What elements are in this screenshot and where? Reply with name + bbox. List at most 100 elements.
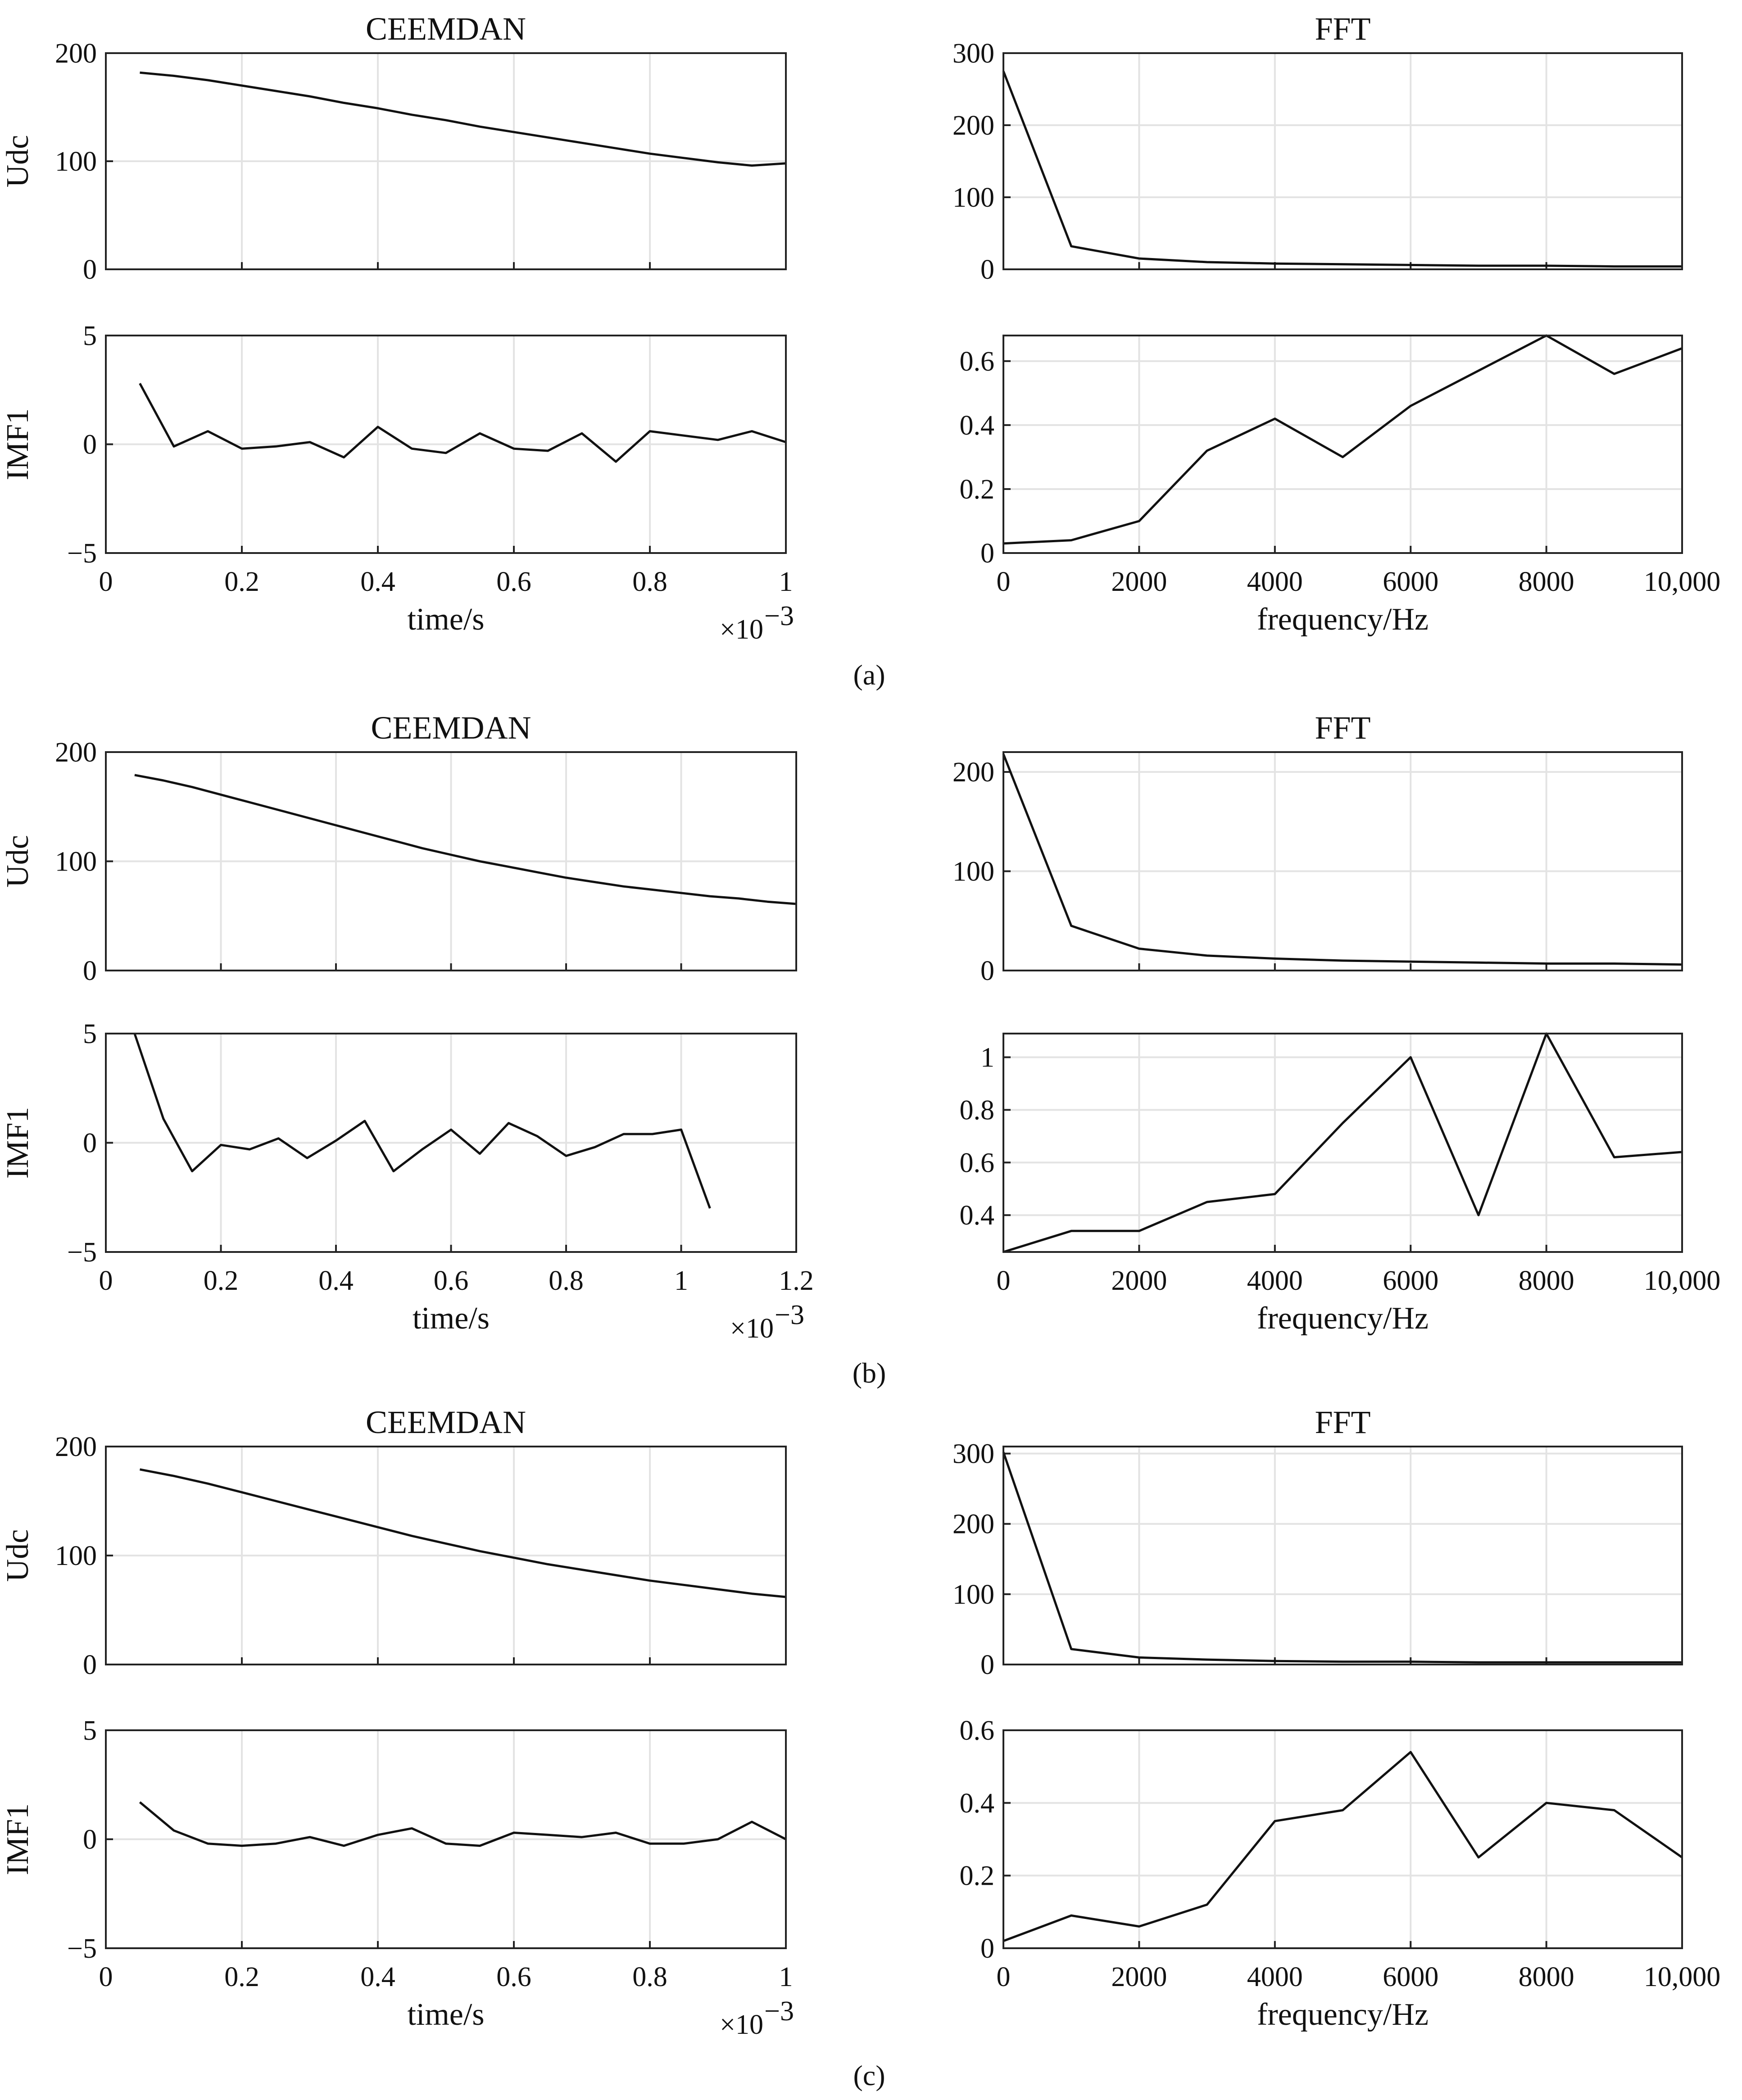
panel-c-fft-imf1: 0 0.2 0.4 0.6 0 2000 4000 6000 8000 10,000 frequen… [960, 1715, 1721, 2032]
x-tick-label: 10,000 [1644, 1265, 1721, 1296]
y-tick-label: 0.2 [960, 1861, 995, 1891]
y-tick-label: 200 [953, 757, 994, 788]
x-axis-multiplier: ×10 [730, 1313, 774, 1344]
x-axis-label: frequency/Hz [1257, 1301, 1429, 1336]
y-tick-label: −5 [67, 1933, 97, 1964]
panel-b-fft-udc: 0 100 200 FFT [953, 710, 1683, 986]
y-tick-label: 200 [55, 737, 97, 768]
y-tick-label: 0 [83, 1824, 97, 1855]
panel-title: FFT [1315, 710, 1370, 746]
plot-frame [1003, 1033, 1683, 1253]
caption-a: (a) [853, 659, 885, 691]
x-tick-label: 1.2 [779, 1265, 814, 1296]
x-tick-label: 1 [779, 567, 793, 597]
y-tick-label: 300 [953, 38, 994, 69]
x-axis-label: time/s [407, 602, 484, 637]
y-tick-label: 0 [980, 1933, 994, 1964]
panel-c-ceemdan-udc: 0 100 200 CEEMDAN Udc [0, 1404, 787, 1680]
x-tick-label: 0.4 [360, 567, 395, 597]
x-tick-label: 0 [997, 567, 1011, 597]
plot-frame [1003, 52, 1683, 270]
y-tick-label: 0.4 [960, 410, 995, 441]
x-axis-multiplier-exponent: −3 [764, 601, 794, 631]
x-axis-multiplier-exponent: −3 [775, 1300, 804, 1330]
series-line [139, 383, 786, 463]
x-axis-label: time/s [407, 1997, 484, 2032]
x-tick-label: 8000 [1519, 1962, 1574, 1992]
plot-frame [105, 1446, 787, 1665]
y-tick-label: 5 [83, 1019, 97, 1049]
y-tick-label: 0 [980, 538, 994, 569]
series-line [134, 774, 797, 905]
x-tick-label: 0.4 [318, 1265, 354, 1296]
x-tick-label: 0 [99, 567, 113, 597]
y-tick-label: 200 [953, 110, 994, 141]
x-tick-label: 6000 [1383, 567, 1438, 597]
x-tick-label: 8000 [1519, 567, 1574, 597]
x-tick-label: 10,000 [1644, 567, 1721, 597]
x-tick-label: 1 [779, 1962, 793, 1992]
y-tick-label: 200 [953, 1509, 994, 1540]
series-line [140, 71, 786, 167]
series-line [133, 1033, 711, 1209]
y-tick-label: 0.6 [960, 1148, 995, 1178]
plot-frame [105, 1033, 797, 1253]
series-line [1002, 71, 1682, 268]
x-axis-multiplier: ×10 [720, 614, 763, 645]
y-tick-label: 100 [55, 1541, 97, 1571]
panel-b-fft-imf1: 0.4 0.6 0.8 1 0 2000 4000 6000 8000 10,000 frequen… [960, 1032, 1721, 1336]
series-line [140, 1468, 786, 1598]
x-tick-label: 0.2 [224, 1962, 259, 1992]
series-line [1003, 1751, 1683, 1942]
x-axis-label: frequency/Hz [1257, 1997, 1429, 2032]
y-axis-label: IMF1 [0, 1803, 35, 1875]
panel-title: CEEMDAN [366, 1404, 526, 1440]
x-tick-label: 0 [997, 1265, 1011, 1296]
plot-frame [1003, 1446, 1683, 1665]
y-tick-label: 1 [980, 1043, 994, 1073]
x-tick-label: 0.8 [549, 1265, 584, 1296]
x-tick-label: 0.2 [204, 1265, 239, 1296]
y-tick-label: 200 [55, 1432, 97, 1462]
y-tick-label: 0 [980, 1650, 994, 1680]
x-tick-label: 4000 [1247, 1962, 1303, 1992]
plot-frame [105, 52, 787, 270]
panel-c-fft-udc: 0 100 200 300 FFT [953, 1404, 1683, 1680]
y-tick-label: 5 [83, 321, 97, 351]
y-tick-label: 300 [953, 1439, 994, 1470]
series-line [1002, 1451, 1682, 1664]
x-tick-label: 0 [99, 1265, 113, 1296]
y-tick-label: 100 [953, 857, 994, 887]
x-tick-label: 2000 [1111, 1265, 1167, 1296]
y-tick-label: 5 [83, 1715, 97, 1746]
x-tick-label: 0.8 [632, 567, 667, 597]
x-tick-label: 4000 [1247, 1265, 1303, 1296]
y-tick-label: 0.2 [960, 474, 995, 505]
x-tick-label: 6000 [1383, 1265, 1438, 1296]
x-tick-label: 0.6 [496, 567, 531, 597]
x-tick-label: 0 [997, 1962, 1011, 1992]
series-line [1003, 1032, 1683, 1253]
y-tick-label: 0 [83, 1650, 97, 1680]
y-tick-label: 0.4 [960, 1200, 995, 1231]
y-axis-label: Udc [0, 1529, 35, 1582]
x-tick-label: 1 [674, 1265, 688, 1296]
y-tick-label: 0.4 [960, 1788, 995, 1819]
x-tick-label: 0 [99, 1962, 113, 1992]
x-tick-label: 6000 [1383, 1962, 1438, 1992]
x-axis-label: time/s [413, 1301, 490, 1336]
caption-b: (b) [853, 1357, 886, 1389]
x-axis-label: frequency/Hz [1257, 602, 1429, 637]
y-axis-label: IMF1 [0, 408, 35, 480]
y-tick-label: 0.6 [960, 1715, 995, 1746]
y-tick-label: 0 [83, 1128, 97, 1159]
plot-frame [1003, 335, 1683, 554]
y-tick-label: 0 [83, 254, 97, 285]
y-tick-label: 200 [55, 38, 97, 69]
y-tick-label: 100 [953, 1579, 994, 1610]
